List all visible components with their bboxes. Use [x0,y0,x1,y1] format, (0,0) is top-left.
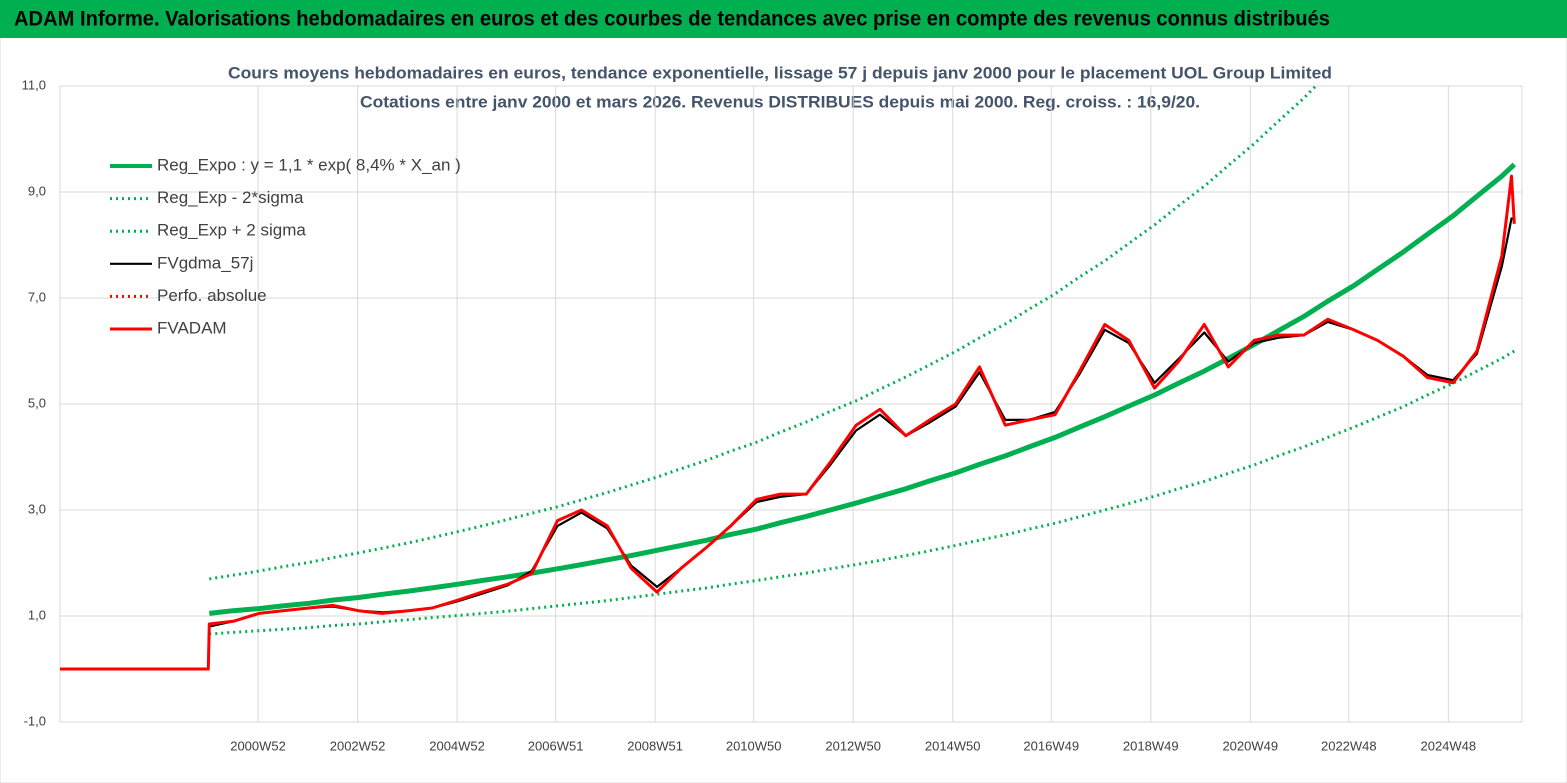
y-tick-label: 5,0 [28,395,46,410]
legend-label: FVgdma_57j [157,253,253,272]
legend-label: FVADAM [157,318,227,337]
x-tick-label: 2016W49 [1023,738,1079,753]
legend-label: Perfo. absolue [157,286,267,305]
header-band [0,0,1567,38]
y-tick-label: 11,0 [22,77,46,92]
x-tick-label: 2006W51 [528,738,584,753]
x-tick-label: 2002W52 [330,738,386,753]
legend-label: Reg_Expo : y = 1,1 * exp( 8,4% * X_an ) [157,155,461,174]
y-tick-label: 7,0 [28,289,46,304]
chart-subtitle: Cotations entre janv 2000 et mars 2026. … [360,92,1200,111]
header-title: ADAM Informe. Valorisations hebdomadaire… [14,8,1330,31]
x-tick-label: 2014W50 [925,738,981,753]
y-tick-label: -1,0 [24,713,46,728]
grid [59,85,1523,723]
legend-label: Reg_Exp + 2 sigma [157,221,306,240]
plot [60,86,1517,671]
labels: -1,0 1,0 3,0 5,0 7,0 9,0 11,0 2000W52 2002W52 200… [22,77,1476,753]
x-tick-label: 2008W51 [627,738,683,753]
series-line [209,349,1516,636]
series-line [60,174,1516,671]
series-line [209,162,1517,616]
x-tick-label: 2000W52 [230,738,286,753]
y-tick-label: 3,0 [28,501,46,516]
y-tick-label: 1,0 [28,607,46,622]
x-tick-label: 2010W50 [726,738,782,753]
x-tick-label: 2022W48 [1321,738,1377,753]
x-tick-label: 2012W50 [825,738,881,753]
x-tick-label: 2018W49 [1123,738,1179,753]
x-tick-label: 2024W48 [1420,738,1476,753]
y-tick-label: 9,0 [28,183,46,198]
x-tick-label: 2004W52 [429,738,485,753]
chart-title: Cours moyens hebdomadaires en euros, ten… [228,63,1332,82]
x-tick-label: 2020W49 [1222,738,1278,753]
legend-label: Reg_Exp - 2*sigma [157,188,304,207]
